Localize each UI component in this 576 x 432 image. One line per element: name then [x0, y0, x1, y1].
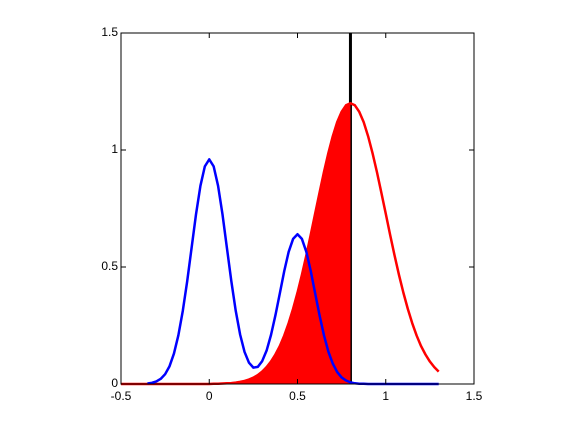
y-tick-label: 1	[111, 142, 118, 156]
x-tick-label: 1.5	[466, 389, 483, 403]
y-tick-label: 0.5	[101, 259, 118, 273]
x-tick-label: 0.5	[289, 389, 306, 403]
y-tick-label: 1.5	[101, 25, 118, 39]
x-tick-label: 1	[382, 389, 389, 403]
y-tick-label: 0	[111, 376, 118, 390]
x-tick-label: 0	[206, 389, 213, 403]
x-tick-label: -0.5	[111, 389, 132, 403]
filled-area	[121, 103, 351, 384]
